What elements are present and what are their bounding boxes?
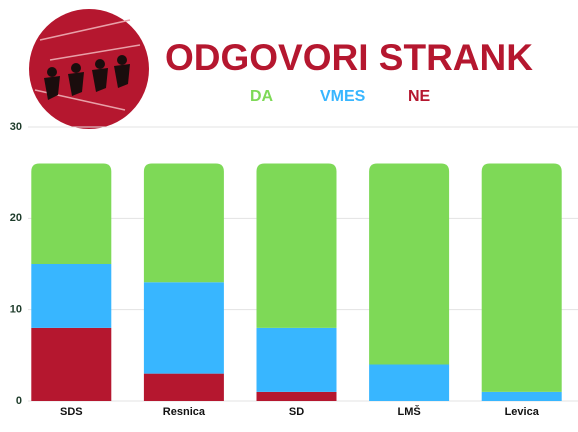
x-tick-label: SDS — [60, 406, 83, 418]
bar-segment — [256, 163, 337, 328]
bar-segment — [481, 391, 562, 401]
logo — [29, 9, 149, 129]
bar-segment — [31, 327, 112, 401]
x-tick-label: LMŠ — [397, 405, 420, 418]
bar-segment — [256, 391, 337, 401]
legend-entry: DA — [250, 88, 274, 105]
y-tick-label: 20 — [10, 212, 22, 224]
bar-segment — [143, 373, 224, 401]
bar-segment — [481, 163, 562, 392]
y-tick-label: 0 — [16, 395, 22, 407]
bar-segment — [256, 327, 337, 392]
bar-segment — [143, 282, 224, 374]
bar-segment — [369, 163, 450, 365]
y-tick-label: 10 — [10, 304, 22, 316]
x-tick-label: Resnica — [163, 406, 206, 418]
y-tick-label: 30 — [10, 121, 22, 133]
bar-segment — [31, 264, 112, 328]
x-tick-label: SD — [289, 406, 304, 418]
bar-segment — [143, 163, 224, 283]
legend-entry: VMES — [320, 88, 366, 105]
bar-segment — [369, 364, 450, 401]
chart-title: ODGOVORI STRANK — [165, 37, 533, 78]
legend-entry: NE — [408, 88, 431, 105]
bar-segment — [31, 163, 112, 264]
x-tick-label: Levica — [505, 406, 540, 418]
